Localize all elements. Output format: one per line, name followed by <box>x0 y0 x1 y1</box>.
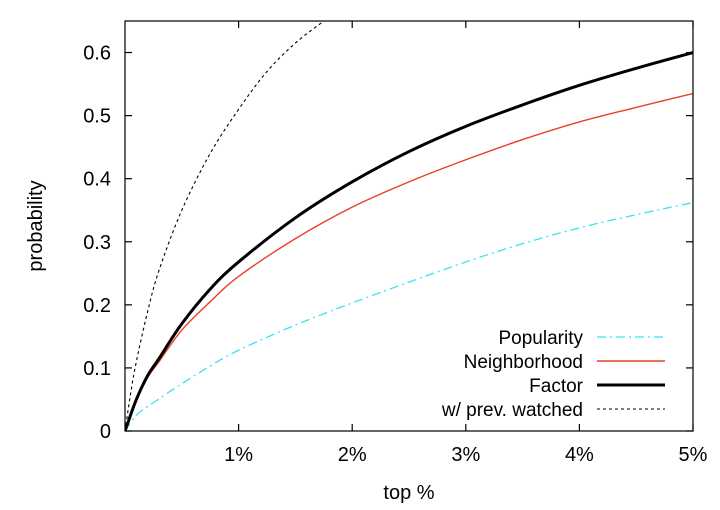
series-line-factor <box>125 51 693 431</box>
legend: Popularity Neighborhood Factor w/ prev. wat… <box>441 328 665 421</box>
legend-label-neighborhood: Neighborhood <box>464 352 583 373</box>
series-line-popularity <box>125 202 693 431</box>
y-tick-label: 0.4 <box>83 169 111 191</box>
x-axis-label: top % <box>383 482 434 504</box>
tick-labels: 1% 2% 3% 4% 5% 0 0.1 0.2 0.3 0.4 0.5 0.6 <box>83 43 707 466</box>
x-tick-label: 3% <box>451 444 480 466</box>
x-tick-label: 2% <box>338 444 367 466</box>
y-tick-label: 0 <box>100 421 111 443</box>
y-tick-label: 0.1 <box>83 358 111 380</box>
plot-frame <box>124 20 694 432</box>
y-tick-label: 0.5 <box>83 106 111 128</box>
x-tick-label: 5% <box>679 444 708 466</box>
legend-label-prev_watched: w/ prev. watched <box>441 400 583 421</box>
y-tick-label: 0.2 <box>83 295 111 317</box>
legend-label-factor: Factor <box>529 376 584 397</box>
ticks-layer <box>125 21 694 432</box>
series-line-prev_watched <box>125 21 325 431</box>
x-tick-label: 1% <box>224 444 253 466</box>
y-tick-label: 0.3 <box>83 232 111 254</box>
series-line-neighborhood <box>125 92 693 431</box>
x-tick-label: 4% <box>565 444 594 466</box>
series-layer <box>125 21 693 431</box>
legend-label-popularity: Popularity <box>499 328 584 349</box>
plot-area <box>124 20 694 432</box>
y-tick-label: 0.6 <box>83 43 111 65</box>
y-axis-label: probability <box>25 180 47 271</box>
